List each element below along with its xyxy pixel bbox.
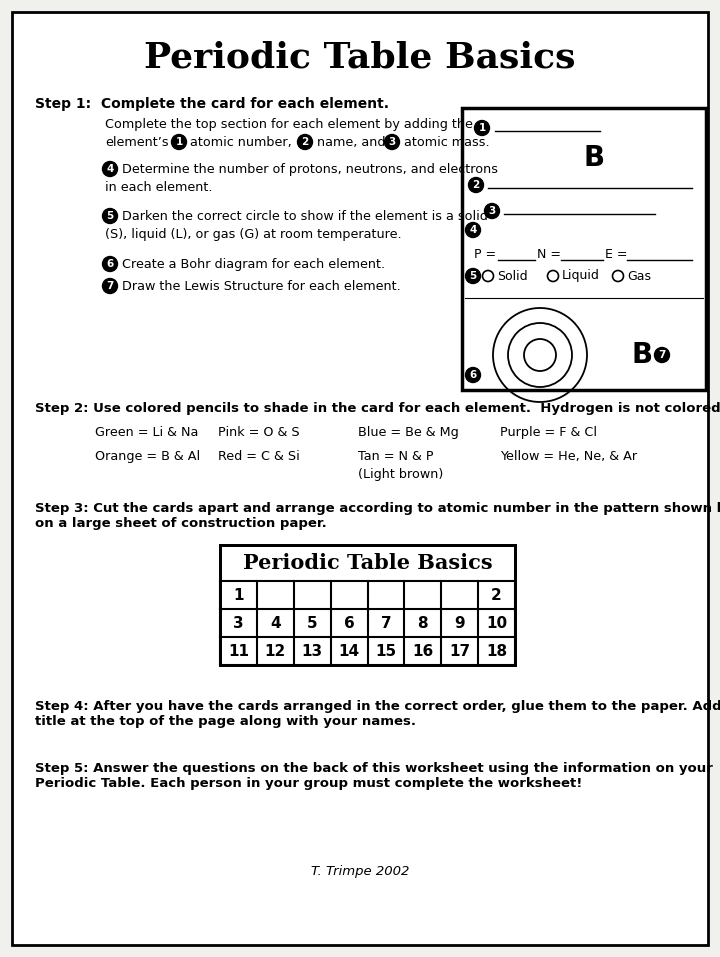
Circle shape <box>474 121 490 136</box>
Text: 3: 3 <box>388 137 395 147</box>
Text: Gas: Gas <box>627 270 651 282</box>
Text: 5: 5 <box>469 271 477 281</box>
Text: Create a Bohr diagram for each element.: Create a Bohr diagram for each element. <box>122 258 385 271</box>
Text: 4: 4 <box>107 164 114 174</box>
Text: 3: 3 <box>488 206 495 216</box>
Text: Complete the top section for each element by adding the: Complete the top section for each elemen… <box>105 118 473 131</box>
Text: E =: E = <box>605 248 631 261</box>
Text: 11: 11 <box>228 643 249 658</box>
Text: 2: 2 <box>472 180 480 190</box>
Text: Blue = Be & Mg: Blue = Be & Mg <box>358 426 459 439</box>
Text: 1: 1 <box>233 588 243 603</box>
FancyBboxPatch shape <box>220 545 515 665</box>
Circle shape <box>654 347 670 363</box>
Text: 12: 12 <box>265 643 286 658</box>
Text: 14: 14 <box>338 643 359 658</box>
Text: atomic mass.: atomic mass. <box>404 136 490 149</box>
Text: 6: 6 <box>107 259 114 269</box>
Text: Liquid: Liquid <box>562 270 600 282</box>
Text: 8: 8 <box>418 615 428 631</box>
FancyBboxPatch shape <box>462 108 706 390</box>
Text: 2: 2 <box>491 588 502 603</box>
Text: in each element.: in each element. <box>105 181 212 194</box>
Circle shape <box>469 177 484 192</box>
Text: 5: 5 <box>107 211 114 221</box>
Text: 1: 1 <box>478 123 485 133</box>
Text: 5: 5 <box>307 615 318 631</box>
Circle shape <box>102 162 117 176</box>
Text: Step 5: Answer the questions on the back of this worksheet using the information: Step 5: Answer the questions on the back… <box>35 762 713 790</box>
Circle shape <box>485 204 500 218</box>
Text: 16: 16 <box>412 643 433 658</box>
Circle shape <box>384 135 400 149</box>
Text: 18: 18 <box>486 643 507 658</box>
Text: 2: 2 <box>302 137 309 147</box>
Text: 6: 6 <box>469 370 477 380</box>
Circle shape <box>466 367 480 383</box>
Text: 1: 1 <box>176 137 183 147</box>
Text: Determine the number of protons, neutrons, and electrons: Determine the number of protons, neutron… <box>122 163 498 176</box>
Text: 9: 9 <box>454 615 465 631</box>
Text: B: B <box>631 341 652 369</box>
Text: Step 1:  Complete the card for each element.: Step 1: Complete the card for each eleme… <box>35 97 389 111</box>
Text: Green = Li & Na: Green = Li & Na <box>95 426 199 439</box>
Text: Darken the correct circle to show if the element is a solid: Darken the correct circle to show if the… <box>122 210 488 223</box>
Text: 17: 17 <box>449 643 470 658</box>
Text: (Light brown): (Light brown) <box>358 468 444 481</box>
Circle shape <box>102 278 117 294</box>
Text: Draw the Lewis Structure for each element.: Draw the Lewis Structure for each elemen… <box>122 280 401 293</box>
Circle shape <box>297 135 312 149</box>
Text: 4: 4 <box>469 225 477 235</box>
Text: 10: 10 <box>486 615 507 631</box>
Text: element’s: element’s <box>105 136 168 149</box>
FancyBboxPatch shape <box>12 12 708 945</box>
Text: Solid: Solid <box>497 270 528 282</box>
Text: P =: P = <box>474 248 500 261</box>
Text: Red = C & Si: Red = C & Si <box>218 450 300 463</box>
Text: Step 4: After you have the cards arranged in the correct order, glue them to the: Step 4: After you have the cards arrange… <box>35 700 720 728</box>
Text: 7: 7 <box>658 350 666 360</box>
Text: (S), liquid (L), or gas (G) at room temperature.: (S), liquid (L), or gas (G) at room temp… <box>105 228 402 241</box>
Circle shape <box>102 256 117 272</box>
Text: 13: 13 <box>302 643 323 658</box>
Text: Step 3: Cut the cards apart and arrange according to atomic number in the patter: Step 3: Cut the cards apart and arrange … <box>35 502 720 530</box>
Text: Tan = N & P: Tan = N & P <box>358 450 433 463</box>
Text: Periodic Table Basics: Periodic Table Basics <box>243 553 492 573</box>
Text: Yellow = He, Ne, & Ar: Yellow = He, Ne, & Ar <box>500 450 637 463</box>
Text: Pink = O & S: Pink = O & S <box>218 426 300 439</box>
Text: 7: 7 <box>107 281 114 291</box>
Circle shape <box>171 135 186 149</box>
Text: 3: 3 <box>233 615 244 631</box>
Circle shape <box>466 222 480 237</box>
Text: 6: 6 <box>343 615 354 631</box>
Text: 15: 15 <box>375 643 397 658</box>
Text: name, and: name, and <box>317 136 385 149</box>
Text: 7: 7 <box>381 615 391 631</box>
Text: N =: N = <box>537 248 565 261</box>
Text: Step 2: Use colored pencils to shade in the card for each element.  Hydrogen is : Step 2: Use colored pencils to shade in … <box>35 402 720 415</box>
Text: 4: 4 <box>270 615 281 631</box>
Text: B: B <box>583 144 605 172</box>
Text: atomic number,: atomic number, <box>190 136 292 149</box>
Text: T. Trimpe 2002: T. Trimpe 2002 <box>311 865 409 879</box>
Text: Periodic Table Basics: Periodic Table Basics <box>144 41 576 75</box>
Text: Purple = F & Cl: Purple = F & Cl <box>500 426 597 439</box>
Circle shape <box>102 209 117 224</box>
Circle shape <box>466 269 480 283</box>
Text: Orange = B & Al: Orange = B & Al <box>95 450 200 463</box>
